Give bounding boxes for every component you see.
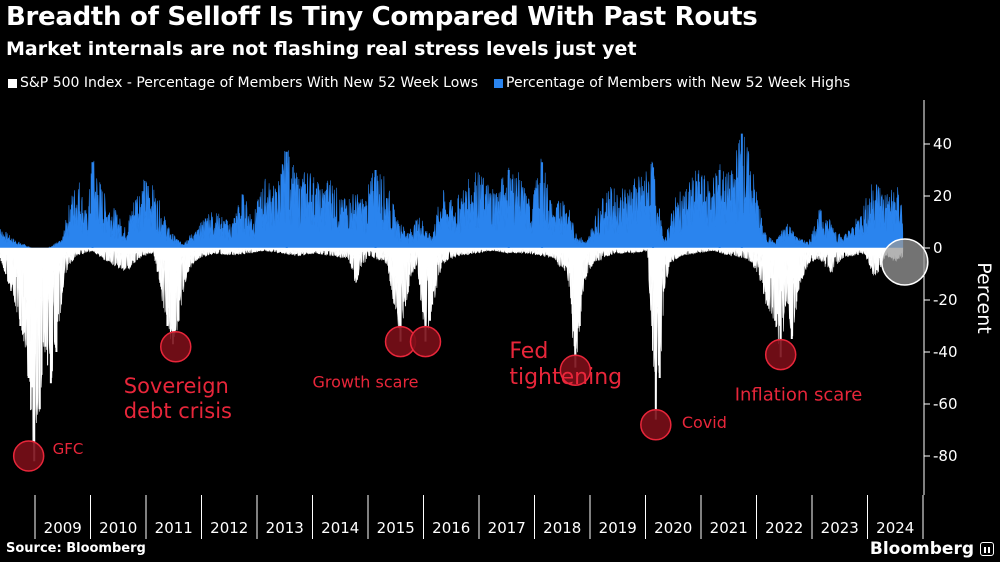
legend-swatch-lows bbox=[8, 78, 17, 88]
series-highs-area bbox=[0, 136, 904, 249]
annotation-label: Inflation scare bbox=[735, 385, 863, 406]
x-tick-label: 2024 bbox=[876, 519, 914, 537]
x-tick-label: 2011 bbox=[155, 519, 193, 537]
x-tick-label: 2017 bbox=[488, 519, 526, 537]
x-tick-label: 2014 bbox=[321, 519, 359, 537]
x-tick-label: 2016 bbox=[432, 519, 470, 537]
source-note: Source: Bloomberg bbox=[6, 541, 146, 556]
y-tick-label: -60 bbox=[933, 395, 958, 413]
annotation-label: GFC bbox=[53, 440, 84, 458]
x-tick-label: 2023 bbox=[821, 519, 859, 537]
legend-swatch-highs bbox=[494, 78, 504, 88]
legend: S&P 500 Index - Percentage of Members Wi… bbox=[8, 75, 866, 91]
annotation-marker bbox=[12, 440, 45, 472]
chart-title: Breadth of Selloff Is Tiny Compared With… bbox=[6, 2, 758, 32]
annotation-label: Growth scare bbox=[313, 373, 419, 392]
x-tick-label: 2019 bbox=[599, 519, 637, 537]
x-tick-label: 2018 bbox=[543, 519, 581, 537]
x-tick-label: 2013 bbox=[266, 519, 304, 537]
y-tick-label: 40 bbox=[933, 135, 952, 153]
annotation-label: Fed bbox=[509, 339, 548, 364]
x-tick-label: 2009 bbox=[44, 519, 82, 537]
current-reading-marker bbox=[881, 238, 929, 286]
y-tick-label: 0 bbox=[933, 239, 943, 257]
y-axis-label: Percent bbox=[973, 262, 995, 334]
annotation-label: Sovereign bbox=[124, 374, 229, 398]
legend-label-lows: S&P 500 Index - Percentage of Members Wi… bbox=[20, 75, 479, 91]
legend-item-highs: Percentage of Members with New 52 Week H… bbox=[494, 75, 850, 91]
x-tick-label: 2015 bbox=[377, 519, 415, 537]
annotation-marker bbox=[764, 338, 797, 371]
annotation-marker bbox=[160, 331, 192, 363]
brand-logo-text: Bloomberg bbox=[869, 539, 974, 559]
y-tick-label: 20 bbox=[933, 187, 952, 205]
legend-item-lows: S&P 500 Index - Percentage of Members Wi… bbox=[8, 75, 478, 91]
y-tick-label: -20 bbox=[933, 291, 958, 309]
series-lows-area bbox=[0, 247, 904, 450]
bloomberg-logo-icon bbox=[980, 542, 994, 556]
x-tick-label: 2010 bbox=[99, 519, 137, 537]
annotation-marker bbox=[409, 325, 442, 358]
y-tick-label: -40 bbox=[933, 343, 958, 361]
chart-subtitle: Market internals are not flashing real s… bbox=[6, 38, 637, 60]
legend-label-highs: Percentage of Members with New 52 Week H… bbox=[506, 75, 851, 91]
annotation-marker bbox=[640, 409, 672, 441]
y-tick-label: -80 bbox=[933, 447, 958, 465]
x-tick-label: 2021 bbox=[710, 519, 748, 537]
x-tick-label: 2012 bbox=[210, 519, 248, 537]
x-tick-label: 2022 bbox=[765, 519, 803, 537]
annotation-label: Covid bbox=[682, 413, 727, 432]
annotation-label: debt crisis bbox=[124, 399, 232, 423]
annotation-label: tightening bbox=[509, 365, 622, 390]
annotation-marker bbox=[559, 354, 592, 386]
x-tick-label: 2020 bbox=[654, 519, 692, 537]
